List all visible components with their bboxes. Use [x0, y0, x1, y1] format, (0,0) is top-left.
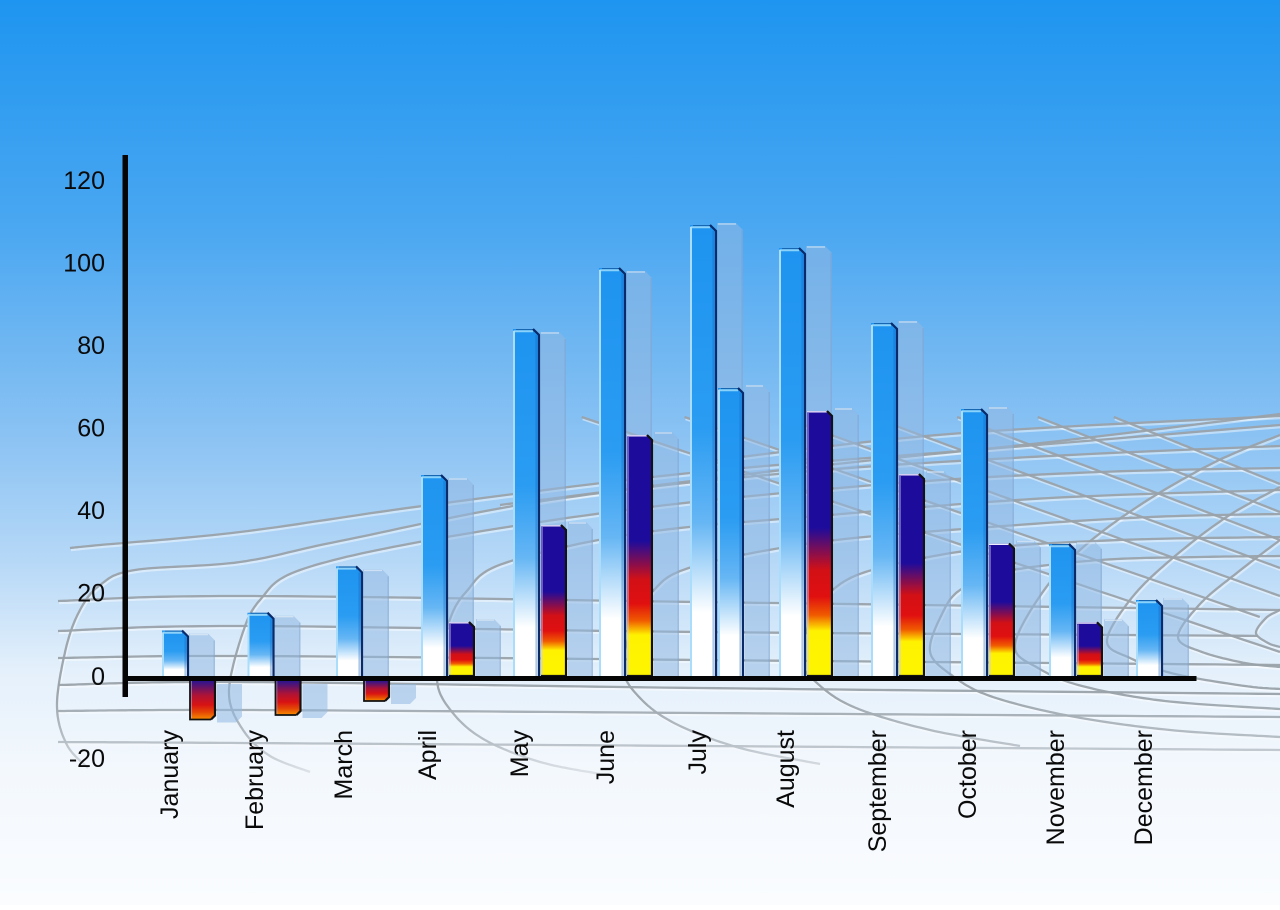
svg-text:January: January: [156, 730, 184, 819]
svg-text:20: 20: [77, 580, 105, 608]
svg-text:-20: -20: [69, 745, 105, 773]
svg-text:0: 0: [91, 663, 105, 691]
svg-text:October: October: [954, 730, 982, 819]
svg-text:September: September: [864, 730, 892, 852]
svg-text:March: March: [330, 730, 358, 799]
svg-text:April: April: [414, 730, 442, 780]
svg-text:February: February: [241, 730, 269, 831]
svg-text:November: November: [1042, 730, 1070, 845]
svg-text:May: May: [506, 730, 534, 778]
svg-text:August: August: [772, 730, 800, 808]
svg-text:100: 100: [63, 250, 105, 278]
svg-text:80: 80: [77, 332, 105, 360]
svg-text:June: June: [592, 730, 620, 784]
svg-text:40: 40: [77, 497, 105, 525]
svg-text:December: December: [1130, 730, 1158, 845]
svg-text:July: July: [684, 730, 712, 775]
svg-text:60: 60: [77, 415, 105, 443]
svg-text:120: 120: [63, 167, 105, 195]
